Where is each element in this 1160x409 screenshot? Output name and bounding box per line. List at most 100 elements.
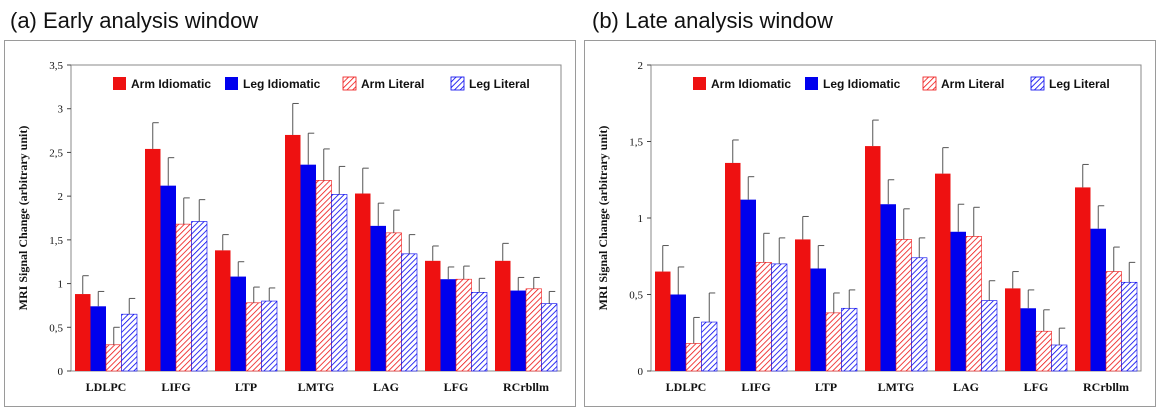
chart-panel-late: 0 0,5 1 1,5 2 MRI Signal Change (arbitrary un…	[584, 40, 1156, 407]
bar	[455, 278, 472, 372]
bar	[300, 164, 316, 371]
bar	[1121, 281, 1138, 372]
bar	[75, 294, 91, 371]
legend-label: Leg Idiomatic	[823, 77, 901, 91]
x-category-label: LDLPC	[86, 380, 127, 394]
y-tick-label: 0	[638, 366, 644, 378]
legend-swatch	[922, 76, 937, 91]
bar	[440, 279, 456, 371]
bar	[655, 271, 671, 371]
chart-early-svg: 0 0,5 1 1,5 2 2,5 3 3,5 MRI Signal Change (arbit…	[16, 60, 562, 394]
bar	[425, 260, 441, 371]
chart-late-svg: 0 0,5 1 1,5 2 MRI Signal Change (arbitrary un…	[596, 60, 1142, 394]
x-category-label: LIFG	[161, 380, 190, 394]
bar	[670, 294, 686, 371]
bar	[865, 146, 881, 371]
bar	[725, 162, 741, 371]
bar	[895, 239, 912, 372]
bar	[911, 257, 928, 372]
bar	[370, 225, 386, 371]
bar	[701, 321, 718, 372]
legend-label: Arm Idiomatic	[131, 77, 211, 91]
bar	[525, 288, 542, 372]
bar	[160, 185, 176, 371]
y-axis-label: MRI Signal Change (arbitrary unit)	[596, 126, 610, 311]
bar	[685, 343, 702, 372]
bar	[495, 260, 511, 371]
y-tick-label: 2	[638, 60, 644, 72]
x-category-label: LTP	[235, 380, 257, 394]
x-category-label: LMTG	[298, 380, 335, 394]
bar	[145, 148, 161, 371]
bar	[90, 306, 106, 371]
bar	[1005, 288, 1021, 371]
bar	[215, 250, 231, 371]
bar	[1075, 187, 1091, 371]
bar	[355, 193, 371, 371]
bar	[385, 232, 402, 372]
bar	[1035, 330, 1052, 372]
bar	[795, 239, 811, 371]
x-category-label: LTP	[815, 380, 837, 394]
bar	[880, 204, 896, 371]
bar	[121, 313, 138, 372]
bar	[810, 268, 826, 371]
y-tick-label: 2,5	[49, 147, 63, 159]
bar	[285, 134, 301, 371]
y-tick-label: 0,5	[629, 290, 643, 302]
bar	[261, 300, 278, 372]
bar	[191, 221, 208, 372]
bar	[841, 307, 858, 372]
y-tick-label: 3	[58, 104, 64, 116]
x-category-label: LFG	[444, 380, 469, 394]
bar	[935, 173, 951, 371]
legend-label: Arm Idiomatic	[711, 77, 791, 91]
bar	[981, 300, 998, 372]
legend-swatch	[450, 76, 465, 91]
legend-swatch	[805, 77, 818, 90]
legend-label: Arm Literal	[941, 77, 1004, 91]
bar	[965, 236, 982, 372]
bar	[331, 194, 348, 372]
y-tick-label: 1	[58, 279, 64, 291]
bar	[825, 312, 842, 372]
x-category-label: LFG	[1024, 380, 1049, 394]
bar	[315, 180, 332, 372]
legend-label: Leg Idiomatic	[243, 77, 321, 91]
bar	[1051, 344, 1068, 372]
bar	[950, 231, 966, 371]
legend-swatch	[113, 77, 126, 90]
bar	[1105, 271, 1122, 372]
x-category-label: LAG	[953, 380, 979, 394]
legend-swatch	[1030, 76, 1045, 91]
bar	[1090, 228, 1106, 371]
legend-label: Leg Literal	[469, 77, 530, 91]
bar	[510, 290, 526, 371]
bar	[105, 344, 122, 372]
x-category-label: RCrbllm	[1083, 380, 1129, 394]
y-axis-label: MRI Signal Change (arbitrary unit)	[16, 126, 30, 311]
bar	[175, 223, 192, 372]
chart-panel-early: 0 0,5 1 1,5 2 2,5 3 3,5 MRI Signal Change (arbit…	[4, 40, 576, 407]
legend-label: Arm Literal	[361, 77, 424, 91]
x-category-label: LMTG	[878, 380, 915, 394]
bar	[541, 303, 558, 372]
y-tick-label: 1,5	[49, 235, 63, 247]
x-category-label: LIFG	[741, 380, 770, 394]
bar	[771, 263, 788, 372]
bar	[401, 253, 418, 372]
bar	[1020, 308, 1036, 371]
y-tick-label: 3,5	[49, 60, 63, 72]
legend-swatch	[693, 77, 706, 90]
y-tick-label: 0,5	[49, 322, 63, 334]
bar	[471, 292, 488, 372]
x-category-label: RCrbllm	[503, 380, 549, 394]
panel-a-title: (a) Early analysis window	[10, 8, 259, 33]
panel-b-title: (b) Late analysis window	[592, 8, 833, 33]
legend-swatch	[225, 77, 238, 90]
legend-swatch	[342, 76, 357, 91]
y-tick-label: 2	[58, 191, 64, 203]
y-tick-label: 0	[58, 366, 64, 378]
bar	[740, 199, 756, 371]
bar	[230, 276, 246, 371]
